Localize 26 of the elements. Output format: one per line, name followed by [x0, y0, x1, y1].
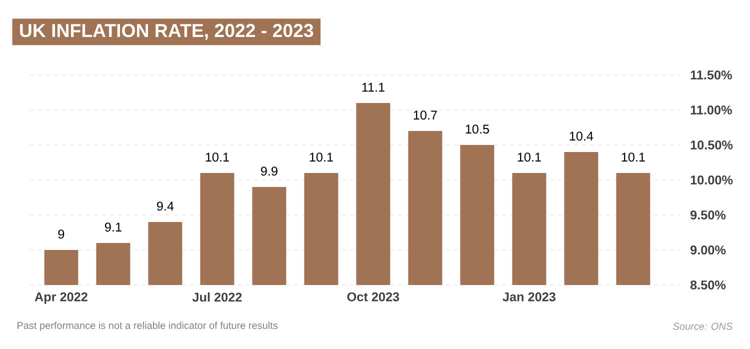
- x-tick-label: Oct 2023: [347, 292, 400, 302]
- data-label: 10.1: [206, 152, 229, 162]
- data-label: 10.7: [414, 110, 437, 120]
- data-label: 9.9: [260, 166, 278, 176]
- y-tick-label: 9.50%: [690, 210, 726, 220]
- y-tick-label: 10.00%: [690, 176, 733, 184]
- y-tick-label: 10.50%: [690, 140, 733, 150]
- x-tick-label: Jul 2022: [192, 292, 242, 302]
- x-tick-label: Apr 2022: [34, 292, 88, 304]
- y-tick-label: 9.00%: [690, 246, 726, 254]
- data-label: 9.4: [156, 202, 174, 211]
- text: Past performance is not a reliable indicator of future results: [18, 322, 278, 331]
- source-note: Source: ONS: [673, 322, 733, 330]
- data-label: 11.1: [362, 82, 384, 92]
- data-label: 10.1: [310, 152, 333, 162]
- y-tick-label: 11.00%: [690, 106, 732, 114]
- data-label: 9.1: [104, 222, 122, 232]
- data-label: 10.1: [622, 152, 645, 162]
- data-label: 10.1: [518, 152, 541, 162]
- x-tick-label: Jan 2023: [502, 292, 556, 302]
- y-tick-label: 8.50%: [690, 280, 726, 290]
- chart-title: UK INFLATION RATE, 2022 - 2023: [20, 24, 314, 40]
- data-label: 9: [58, 230, 64, 239]
- data-label: 10.5: [466, 124, 490, 134]
- data-label: 10.4: [570, 132, 594, 141]
- y-tick-label: 11.50%: [690, 70, 732, 80]
